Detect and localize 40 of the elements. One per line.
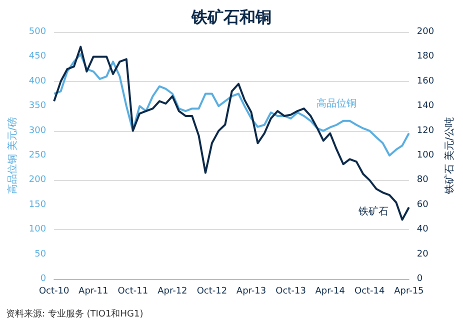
y-tick-label: 0 [40, 274, 46, 284]
y2-tick-label: 60 [416, 200, 429, 210]
y-tick-label: 450 [28, 52, 46, 62]
x-tick-label: Apr-15 [394, 286, 424, 296]
chart-title: 铁矿石和铜 [190, 8, 272, 26]
line-series [53, 53, 410, 156]
text: 资料来源: 专业服务 (TIO1和HG1) [6, 308, 144, 320]
y-tick-label: 100 [28, 224, 46, 235]
y2-tick-label: 40 [416, 224, 429, 235]
x-tick-label: Apr-14 [315, 286, 346, 296]
line-series [53, 46, 410, 221]
y-tick-label: 500 [28, 27, 46, 37]
y-tick-label: 350 [28, 101, 46, 112]
y2-tick-label: 20 [416, 249, 429, 260]
y2-tick-label: 140 [416, 101, 434, 112]
x-tick-label: Oct-12 [196, 286, 228, 296]
y-tick-label: 200 [28, 175, 46, 186]
x-tick-label: Oct-10 [38, 286, 70, 296]
x-tick-label: Apr-13 [236, 286, 266, 296]
y2-tick-label: 100 [416, 150, 434, 160]
y-tick-label: 150 [28, 200, 46, 210]
y2-tick-label: 160 [416, 76, 434, 86]
x-tick-label: Oct-13 [276, 286, 306, 296]
y2-tick-label: 200 [416, 27, 434, 37]
y-tick-label: 250 [28, 150, 46, 160]
x-tick-label: Oct-14 [354, 286, 386, 296]
x-tick-label: Oct-11 [118, 286, 148, 296]
x-tick-label: Apr-11 [78, 286, 108, 296]
y-tick-label: 400 [28, 76, 46, 86]
y2-tick-label: 120 [416, 126, 434, 136]
y2-tick-label: 80 [416, 175, 429, 186]
y-tick-label: 50 [34, 249, 46, 260]
y-tick-label: 300 [28, 126, 46, 136]
series-label: 高品位铜 [316, 97, 357, 110]
y2-tick-label: 180 [416, 52, 434, 62]
y2-tick-label: 0 [416, 274, 423, 284]
x-tick-label: Apr-12 [158, 286, 188, 296]
series-label: 铁矿石 [357, 206, 388, 218]
y2-axis-title: 铁矿石 美元/公吨 [444, 117, 456, 195]
y-axis-title: 高品位铜 美元/磅 [6, 117, 18, 194]
